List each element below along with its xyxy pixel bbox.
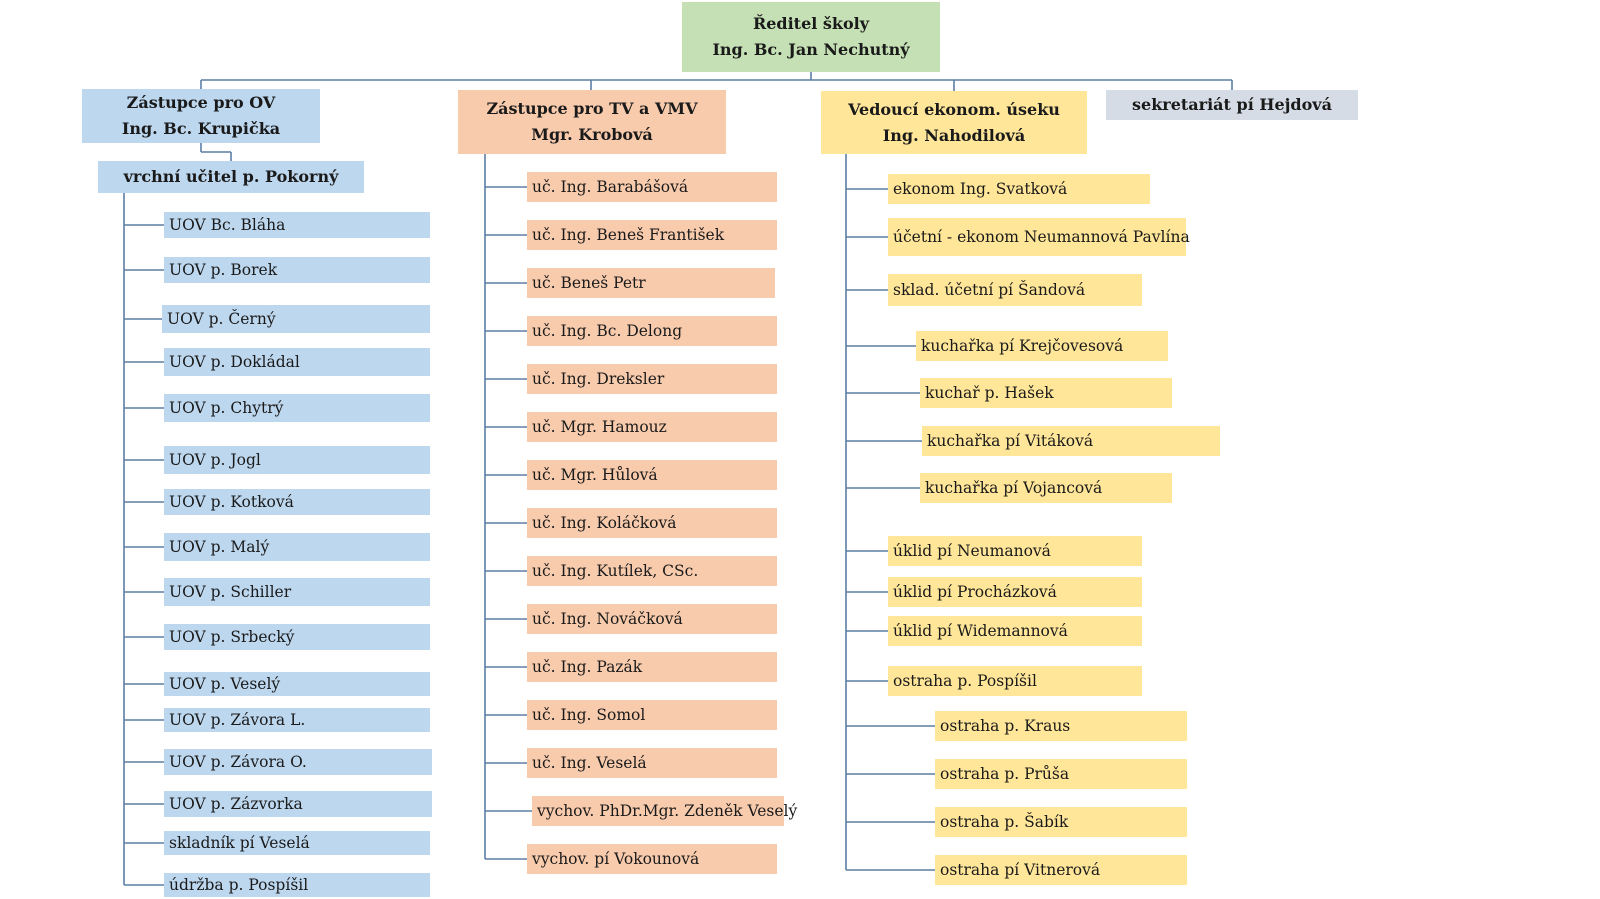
tv-staff-item: uč. Ing. Kutílek, CSc. [527, 556, 777, 586]
econ-staff-item: ostraha p. Kraus [935, 711, 1187, 741]
ov-staff-item: UOV Bc. Bláha [164, 212, 430, 238]
econ-head-box: Vedoucí ekonom. úseku Ing. Nahodilová [821, 91, 1087, 154]
econ-head-name: Ing. Nahodilová [882, 125, 1026, 145]
econ-staff-item: ostraha p. Průša [935, 759, 1187, 789]
tv-staff-item: uč. Ing. Barabášová [527, 172, 777, 202]
ov-staff-item: UOV p. Závora O. [164, 749, 432, 775]
director-box: Ředitel školy Ing. Bc. Jan Nechutný [682, 2, 940, 72]
tv-staff-item: uč. Ing. Bc. Delong [527, 316, 777, 346]
tv-deputy-box: Zástupce pro TV a VMV Mgr. Krobová [458, 90, 726, 154]
ov-deputy-name: Ing. Bc. Krupička [121, 119, 281, 138]
ov-staff-item: UOV p. Schiller [164, 578, 430, 606]
econ-head-title: Vedoucí ekonom. úseku [848, 99, 1060, 119]
ov-staff-item: UOV p. Malý [164, 533, 430, 561]
ov-staff-item: UOV p. Dokládal [164, 348, 430, 376]
ov-staff-item: UOV p. Jogl [164, 446, 430, 474]
ov-staff-item: skladník pí Veselá [164, 831, 430, 855]
ov-staff-item: UOV p. Černý [162, 305, 430, 333]
ov-staff-item: údržba p. Pospíšil [164, 873, 430, 897]
ov-staff-item: UOV p. Kotková [164, 489, 430, 515]
econ-staff-item: kuchařka pí Krejčovesová [916, 331, 1168, 361]
tv-staff-item: uč. Ing. Somol [527, 700, 777, 730]
ov-staff-item: UOV p. Borek [164, 257, 430, 283]
econ-staff-item: ostraha p. Šabík [935, 807, 1187, 837]
tv-staff-item: uč. Ing. Veselá [527, 748, 777, 778]
ov-staff-item: UOV p. Chytrý [164, 394, 430, 422]
ov-deputy-box: Zástupce pro OV Ing. Bc. Krupička [82, 89, 320, 143]
ov-staff-item: UOV p. Srbecký [164, 624, 430, 650]
econ-staff-item: kuchařka pí Vitáková [922, 426, 1220, 456]
director-name: Ing. Bc. Jan Nechutný [712, 40, 910, 59]
econ-staff-item: kuchař p. Hašek [920, 378, 1172, 408]
ov-staff-item: UOV p. Závora L. [164, 708, 430, 732]
ov-staff-item: UOV p. Zázvorka [164, 791, 432, 817]
director-title: Ředitel školy [752, 14, 870, 33]
econ-staff-item: ostraha p. Pospíšil [888, 666, 1142, 696]
ov-head-teacher-label: vrchní učitel p. Pokorný [123, 167, 339, 186]
tv-staff-item: uč. Ing. Nováčková [527, 604, 777, 634]
econ-staff-item: úklid pí Procházková [888, 577, 1142, 607]
tv-staff-item: vychov. pí Vokounová [527, 844, 777, 874]
econ-staff-item: ostraha pí Vitnerová [935, 855, 1187, 885]
econ-staff-item: účetní - ekonom Neumannová Pavlína [888, 218, 1190, 256]
econ-staff-item: úklid pí Neumanová [888, 536, 1142, 566]
tv-staff-item: uč. Ing. Dreksler [527, 364, 777, 394]
tv-staff-item: uč. Mgr. Hamouz [527, 412, 777, 442]
ov-deputy-title: Zástupce pro OV [126, 93, 276, 112]
tv-staff-item: uč. Ing. Koláčková [527, 508, 777, 538]
tv-staff-item: uč. Ing. Beneš František [527, 220, 777, 250]
econ-staff-item: kuchařka pí Vojancová [920, 473, 1172, 503]
tv-deputy-title: Zástupce pro TV a VMV [486, 99, 698, 118]
econ-staff-item: úklid pí Widemannová [888, 616, 1142, 646]
secretariat-label: sekretariát pí Hejdová [1132, 95, 1332, 114]
tv-deputy-name: Mgr. Krobová [531, 125, 653, 144]
tv-staff-item: uč. Beneš Petr [527, 268, 775, 298]
tv-staff-item: uč. Mgr. Hůlová [527, 460, 777, 490]
ov-head-teacher-box: vrchní učitel p. Pokorný [98, 161, 364, 193]
econ-staff-item: ekonom Ing. Svatková [888, 174, 1150, 204]
tv-staff-item: uč. Ing. Pazák [527, 652, 777, 682]
ov-staff-item: UOV p. Veselý [164, 672, 430, 696]
econ-staff-item: sklad. účetní pí Šandová [888, 274, 1142, 306]
secretariat-box: sekretariát pí Hejdová [1106, 90, 1358, 120]
tv-staff-item: vychov. PhDr.Mgr. Zdeněk Veselý [532, 796, 797, 826]
